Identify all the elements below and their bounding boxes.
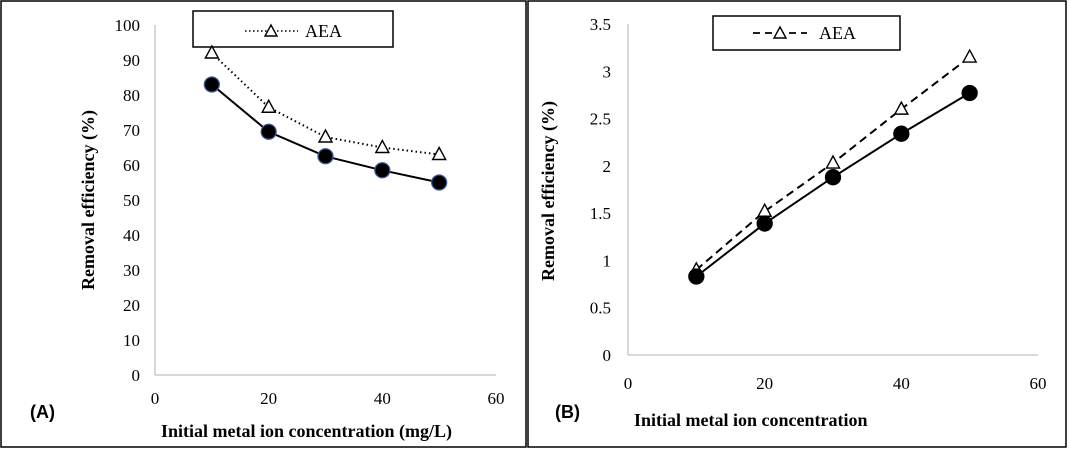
panel-b-data-point-circle bbox=[688, 268, 705, 285]
panel-b-data-point-circle bbox=[756, 215, 773, 232]
panel-a-data-point-triangle bbox=[374, 139, 391, 154]
panel-a-y-tick-label: 50 bbox=[123, 191, 140, 210]
panel-a-data-point-circle bbox=[317, 148, 334, 165]
panel-a-data-point-triangle bbox=[317, 128, 334, 143]
panel-b-y-tick-label: 2.5 bbox=[590, 110, 611, 129]
panel-a-legend-box bbox=[192, 10, 394, 48]
panel-b-data-point-circle bbox=[824, 169, 842, 186]
panel-a-x-tick-label: 0 bbox=[151, 389, 160, 408]
panel-a-data-point-circle bbox=[203, 76, 220, 93]
panel-b-frame bbox=[527, 0, 1067, 448]
panel-a-x-tick-label: 60 bbox=[488, 389, 505, 408]
panel-b-y-axis-title: Removal efficiency (%) bbox=[538, 101, 559, 281]
panel-a-y-tick-label: 10 bbox=[123, 331, 140, 350]
panel-b-data-point-triangle bbox=[825, 154, 841, 169]
panel-a-data-point-circle bbox=[431, 174, 448, 191]
panel-a-data-point-triangle bbox=[204, 44, 220, 59]
panel-a-x-tick-label: 40 bbox=[374, 389, 391, 408]
panel-a-y-tick-label: 70 bbox=[123, 121, 140, 140]
panel-a-y-tick-label: 60 bbox=[123, 156, 140, 175]
panel-b-y-tick-label: 3 bbox=[603, 62, 612, 81]
panel-b-data-point-circle bbox=[893, 125, 910, 142]
panel-a-y-tick-label: 20 bbox=[123, 296, 140, 315]
panel-a-y-tick-label: 100 bbox=[115, 16, 141, 35]
panel-a-legend-label: AEA bbox=[305, 21, 342, 41]
panel-a-data-point-circle bbox=[374, 162, 391, 179]
panel-a-y-axis-title: Removal efficiency (%) bbox=[78, 110, 99, 290]
panel-a-data-point-triangle bbox=[431, 146, 447, 161]
panel-a-y-tick-label: 40 bbox=[123, 226, 140, 245]
panel-b-x-tick-label: 40 bbox=[893, 374, 910, 393]
panel-b-data-point-circle bbox=[961, 84, 978, 102]
panel-b-y-tick-label: 1.5 bbox=[590, 204, 611, 223]
panel-a-x-tick-label: 20 bbox=[260, 389, 277, 408]
panel-b-y-tick-label: 3.5 bbox=[590, 15, 611, 34]
panel-b-y-tick-label: 0.5 bbox=[590, 299, 611, 318]
chart-panel-b: (B) Initial metal ion concentration Remo… bbox=[538, 15, 1047, 430]
panel-a-y-tick-label: 90 bbox=[123, 51, 140, 70]
panel-b-data-point-triangle bbox=[756, 202, 773, 217]
panel-b-x-axis-title: Initial metal ion concentration bbox=[634, 410, 867, 430]
panel-a-y-tick-label: 30 bbox=[123, 261, 140, 280]
panel-a-legend-marker bbox=[263, 23, 279, 37]
panel-b-data-point-triangle bbox=[893, 100, 910, 115]
panel-b-legend-label: AEA bbox=[819, 23, 856, 43]
panel-b-y-tick-label: 1 bbox=[603, 251, 612, 270]
panel-b-x-tick-label: 0 bbox=[624, 374, 633, 393]
panel-a-label: (A) bbox=[30, 402, 55, 422]
panel-b-legend-marker bbox=[772, 25, 788, 39]
panel-a-y-tick-label: 80 bbox=[123, 86, 140, 105]
panel-b-y-tick-label: 2 bbox=[603, 157, 612, 176]
panel-b-y-tick-label: 0 bbox=[603, 346, 612, 365]
panel-b-label: (B) bbox=[555, 402, 580, 422]
panel-a-frame bbox=[0, 0, 527, 448]
panel-b-x-tick-label: 20 bbox=[756, 374, 773, 393]
panel-a-data-point-triangle bbox=[260, 98, 277, 113]
panel-a-x-axis-title: Initial metal ion concentration (mg/L) bbox=[161, 421, 452, 442]
panel-b-x-tick-label: 60 bbox=[1030, 374, 1047, 393]
panel-a-data-point-circle bbox=[260, 123, 277, 140]
panel-b-data-point-triangle bbox=[961, 48, 978, 63]
panel-a-y-tick-label: 0 bbox=[132, 366, 141, 385]
chart-panel-a: (A) Initial metal ion concentration (mg/… bbox=[30, 10, 505, 442]
